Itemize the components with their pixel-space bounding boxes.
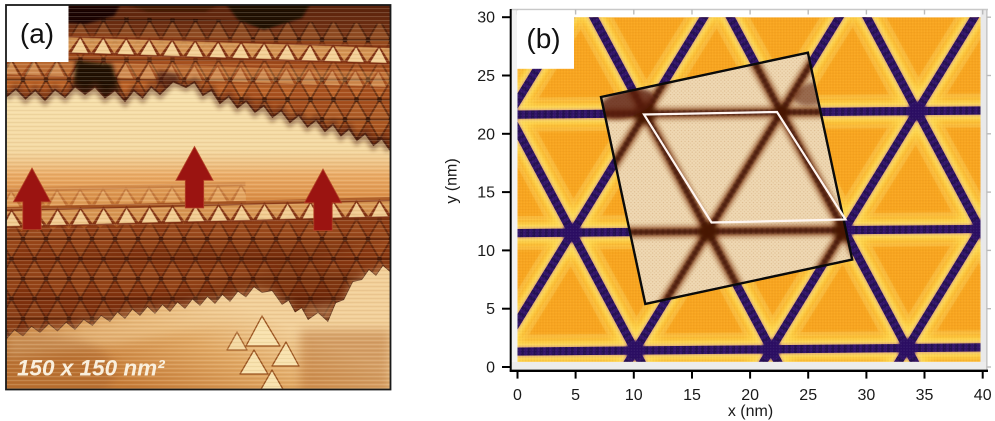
svg-text:10: 10 bbox=[477, 243, 495, 260]
svg-text:0: 0 bbox=[513, 387, 522, 404]
svg-text:10: 10 bbox=[625, 387, 643, 404]
svg-text:15: 15 bbox=[683, 387, 701, 404]
svg-text:25: 25 bbox=[799, 387, 817, 404]
svg-text:(b): (b) bbox=[526, 23, 560, 54]
svg-text:150 x 150 nm²: 150 x 150 nm² bbox=[17, 356, 165, 381]
svg-text:5: 5 bbox=[486, 301, 495, 318]
svg-text:25: 25 bbox=[477, 68, 495, 85]
svg-text:40: 40 bbox=[974, 387, 992, 404]
svg-text:y (nm): y (nm) bbox=[444, 158, 461, 203]
svg-text:20: 20 bbox=[741, 387, 759, 404]
svg-text:x (nm): x (nm) bbox=[728, 403, 773, 420]
svg-text:0: 0 bbox=[486, 360, 495, 377]
svg-text:30: 30 bbox=[477, 10, 495, 27]
svg-text:35: 35 bbox=[916, 387, 934, 404]
svg-text:(a): (a) bbox=[20, 18, 54, 49]
svg-text:30: 30 bbox=[858, 387, 876, 404]
svg-text:15: 15 bbox=[477, 185, 495, 202]
svg-text:20: 20 bbox=[477, 126, 495, 143]
svg-text:5: 5 bbox=[571, 387, 580, 404]
